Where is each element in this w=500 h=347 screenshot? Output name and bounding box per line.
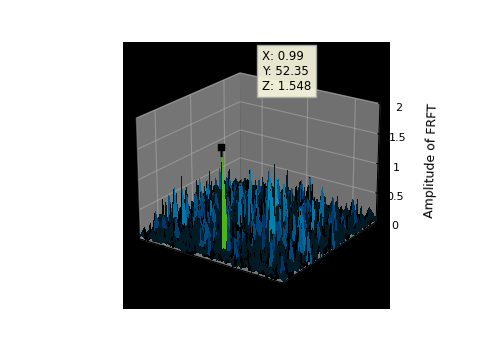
Text: X: 0.99
Y: 52.35
Z: 1.548: X: 0.99 Y: 52.35 Z: 1.548 <box>262 50 311 93</box>
X-axis label: u: u <box>180 296 189 310</box>
Y-axis label: p: p <box>360 281 370 295</box>
